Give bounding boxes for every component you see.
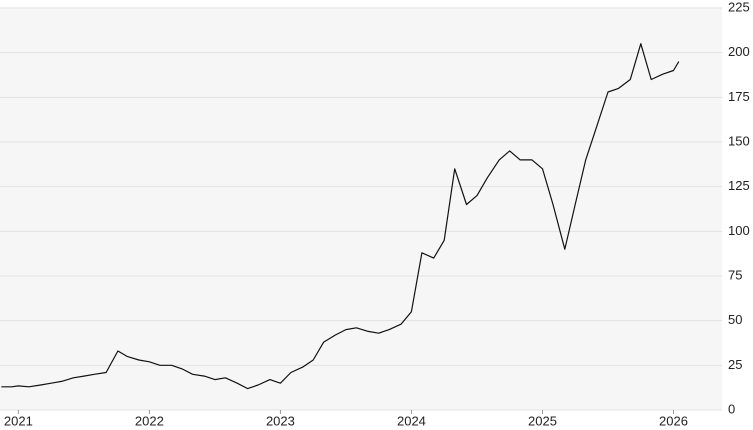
y-tick-label: 25 bbox=[728, 357, 742, 372]
y-tick-label: 50 bbox=[728, 312, 742, 327]
y-tick-label: 75 bbox=[728, 267, 742, 282]
y-tick-label: 225 bbox=[728, 0, 750, 14]
plot-area bbox=[0, 8, 722, 410]
y-tick-label: 150 bbox=[728, 133, 750, 148]
x-tick-label: 2024 bbox=[397, 413, 426, 428]
x-tick-label: 2026 bbox=[659, 413, 688, 428]
x-tick-label: 2022 bbox=[135, 413, 164, 428]
price-line bbox=[1, 43, 680, 390]
y-tick-label: 175 bbox=[728, 89, 750, 104]
y-tick-label: 125 bbox=[728, 178, 750, 193]
y-tick-label: 200 bbox=[728, 44, 750, 59]
y-tick-label: 100 bbox=[728, 223, 750, 238]
x-tick-label: 2025 bbox=[528, 413, 557, 428]
x-tick-label: 2021 bbox=[4, 413, 33, 428]
y-tick-label: 0 bbox=[728, 401, 735, 416]
x-tick-label: 2023 bbox=[266, 413, 295, 428]
